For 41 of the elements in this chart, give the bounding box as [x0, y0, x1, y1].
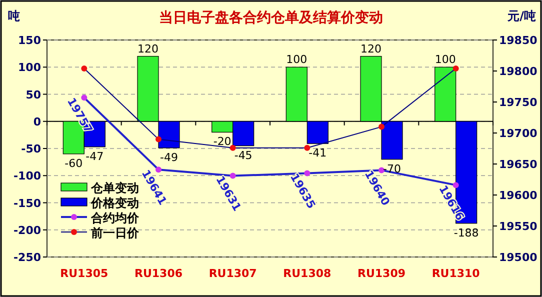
y2-tick-label: 19700 [499, 127, 538, 140]
y-tick-label: -100 [13, 170, 42, 183]
y-tick-label: -150 [13, 196, 42, 210]
y2-tick-label: 19500 [499, 251, 538, 264]
y2-tick-label: 19650 [499, 158, 538, 171]
y2-tick-label: 19800 [499, 65, 538, 78]
y-tick-label: -200 [13, 224, 42, 237]
y-tick-label: 100 [18, 61, 42, 74]
data-label: -47 [86, 150, 104, 163]
y-tick-label: 150 [18, 34, 42, 47]
x-tick-label: RU1306 [134, 267, 183, 280]
chart-title: 当日电子盘各合约仓单及结算价变动 [159, 9, 383, 26]
data-label: 120 [138, 42, 158, 56]
y-tick-label: 50 [26, 88, 42, 102]
data-label: -60 [64, 156, 83, 170]
legend-label: 价格变动 [90, 196, 139, 210]
y-tick-label: -250 [13, 251, 42, 264]
data-label: 100 [286, 53, 308, 66]
x-tick-label: RU1310 [432, 267, 480, 280]
y2-tick-label: 19600 [499, 189, 538, 202]
legend-label: 合约均价 [90, 211, 140, 225]
data-label: 100 [434, 53, 456, 66]
x-tick-label: RU1307 [208, 267, 257, 280]
x-tick-label: RU1308 [283, 267, 332, 280]
data-label: -188 [454, 226, 479, 240]
data-label: -49 [160, 150, 178, 164]
y-tick-label: -50 [21, 142, 42, 156]
x-tick-label: RU1305 [60, 267, 108, 280]
y-axis-title: 吨 [8, 9, 20, 23]
y-tick-label: 0 [33, 115, 42, 128]
legend-label: 仓单变动 [90, 181, 139, 195]
y2-axis-title: 元/吨 [506, 9, 536, 23]
y2-tick-label: 19550 [499, 220, 538, 233]
y2-tick-label: 19850 [499, 34, 538, 47]
legend-label: 前一日价 [90, 226, 140, 240]
data-label: -20 [213, 135, 232, 148]
data-label: 120 [360, 42, 382, 56]
data-label: -45 [234, 148, 252, 162]
y2-tick-label: 19750 [499, 96, 538, 109]
x-tick-label: RU1309 [357, 267, 406, 280]
data-label: -41 [308, 146, 327, 160]
